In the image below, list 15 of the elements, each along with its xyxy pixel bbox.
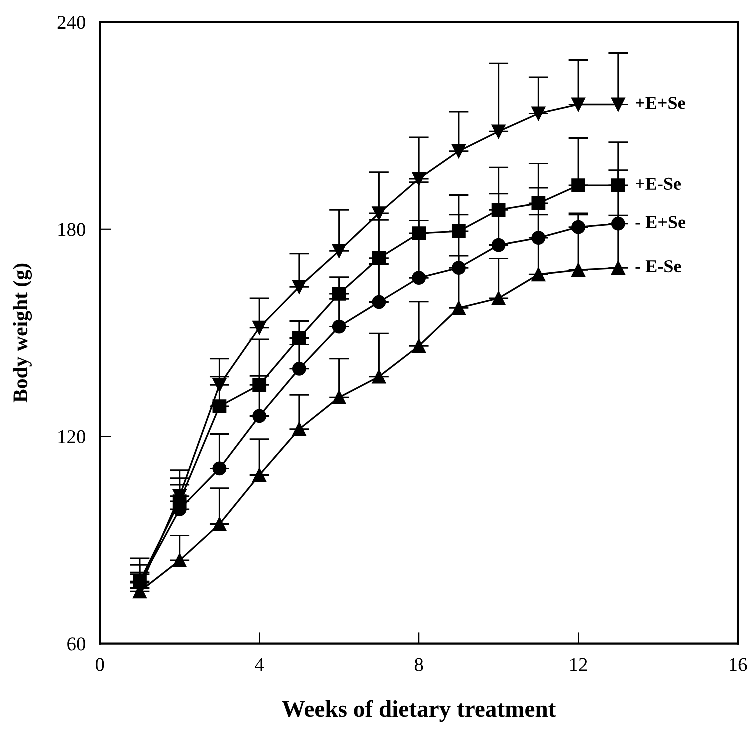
y-axis-title: Body weight (g) <box>12 264 32 403</box>
series-label: +E-Se <box>636 178 682 190</box>
series-label: +E+Se <box>636 97 686 110</box>
y-tick-label: 180 <box>58 223 86 236</box>
y-tick-label: 120 <box>58 430 86 444</box>
x-tick-label: 0 <box>96 658 104 672</box>
y-tick-label: 240 <box>58 16 86 30</box>
x-tick-label: 16 <box>730 658 747 672</box>
series-label: - E-Se <box>636 260 682 273</box>
y-tick-label: 60 <box>68 638 86 651</box>
x-tick-label: 4 <box>255 658 264 672</box>
series-label: - E+Se <box>636 216 686 228</box>
x-tick-label: 12 <box>570 658 588 672</box>
x-axis-title: Weeks of dietary treatment <box>282 700 556 722</box>
x-tick-label: 8 <box>414 658 424 672</box>
